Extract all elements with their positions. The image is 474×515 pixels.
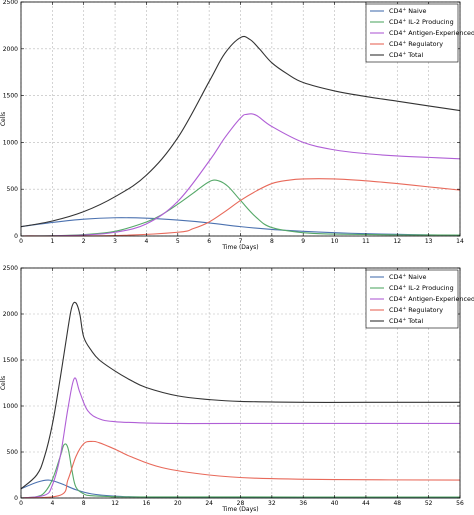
- chart-top-xtick-label-10: 10: [331, 238, 339, 245]
- chart-top-xtick-label-1: 1: [50, 238, 54, 245]
- chart-bottom-legend-label-2: CD4+ Antigen-Experienced: [389, 295, 474, 304]
- chart-bottom-xtick-label-5: 20: [174, 500, 182, 507]
- chart-bottom-series-line-2: [20, 377, 460, 499]
- chart-top-xtick-label-14: 14: [456, 238, 464, 245]
- chart-top-ytick-label-5: 2500: [3, 0, 18, 6]
- chart-bottom-ytick-label-0: 0: [14, 495, 18, 502]
- chart-bottom-xtick-label-11: 44: [362, 500, 370, 507]
- chart-top-legend: CD4+ Naive CD4+ IL-2 Producing CD4+ Antige…: [365, 3, 474, 63]
- chart-panel-bottom: 0 4 8 12 16 20 24 28 32 36 40 44 48 52 56 0 500 1000 1500 2…: [0, 260, 474, 515]
- chart-bottom-xtick-label-8: 32: [268, 500, 276, 507]
- chart-bottom-ytick-label-2: 1000: [3, 403, 18, 410]
- chart-top-legend-label-0: CD4+ Naive: [389, 7, 427, 16]
- chart-top-xaxis-title: Time (Days): [221, 244, 258, 251]
- chart-top-legend-label-3: CD4+ Regulatory: [389, 40, 443, 49]
- chart-top-ytick-label-1: 500: [7, 186, 19, 193]
- chart-bottom-xtick-label-12: 48: [393, 500, 401, 507]
- chart-bottom-xtick-label-2: 8: [82, 500, 86, 507]
- chart-top-xtick-label-6: 6: [207, 238, 211, 245]
- chart-top-ytick-label-3: 1500: [3, 93, 18, 100]
- chart-top-svg: 0 1 2 3 4 5 6 7 8 9 10 11 12 13 1405001000150020002500…: [0, 0, 474, 251]
- chart-bottom-ytick-label-1: 500: [7, 449, 19, 456]
- chart-bottom-legend-label-1: CD4+ IL-2 Producing: [389, 284, 454, 293]
- chart-bottom-legend-label-3: CD4+ Regulatory: [389, 306, 443, 315]
- chart-bottom-ticks: 0 4 8 12 16 20 24 28 32 36 40 44 48 52 560500100015002…: [3, 265, 464, 507]
- chart-top-xtick-label-4: 4: [145, 238, 149, 245]
- chart-top-xtick-label-11: 11: [362, 238, 370, 245]
- chart-top-legend-label-4: CD4+ Total: [389, 51, 423, 60]
- chart-top-series-line-3: [20, 178, 461, 237]
- chart-bottom-xaxis-title: Time (Days): [221, 506, 258, 513]
- chart-bottom-xtick-label-9: 36: [299, 500, 307, 507]
- chart-top-xtick-label-12: 12: [393, 238, 401, 245]
- chart-bottom-ytick-label-3: 1500: [3, 357, 18, 364]
- chart-top-xtick-label-2: 2: [82, 238, 86, 245]
- chart-bottom-xtick-label-1: 4: [50, 500, 54, 507]
- chart-bottom-xtick-label-6: 24: [205, 500, 213, 507]
- chart-bottom-xtick-label-10: 40: [331, 500, 339, 507]
- chart-top-series-line-0: [20, 217, 461, 236]
- chart-top-xtick-label-3: 3: [113, 238, 117, 245]
- chart-bottom-svg: 0 4 8 12 16 20 24 28 32 36 40 44 48 52 560500100015002…: [0, 265, 474, 513]
- chart-top-legend-label-1: CD4+ IL-2 Producing: [389, 18, 454, 27]
- chart-bottom-series-line-4: [20, 301, 461, 490]
- chart-top-xtick-label-8: 8: [270, 238, 274, 245]
- chart-top-xtick-label-9: 9: [301, 238, 305, 245]
- chart-bottom-series-group: [20, 301, 461, 499]
- chart-bottom-legend-label-0: CD4+ Naive: [389, 273, 427, 282]
- chart-top-xtick-label-5: 5: [176, 238, 180, 245]
- chart-bottom-ytick-label-4: 2000: [3, 311, 18, 318]
- chart-top-ytick-label-4: 2000: [3, 46, 18, 53]
- chart-top-xtick-label-0: 0: [19, 238, 23, 245]
- chart-bottom-series-line-3: [20, 440, 461, 499]
- chart-bottom-legend-label-4: CD4+ Total: [389, 317, 423, 326]
- chart-top-ytick-label-2: 1000: [3, 139, 18, 146]
- chart-top-yaxis-title: Cells: [0, 112, 7, 126]
- chart-bottom-xtick-label-14: 56: [456, 500, 464, 507]
- chart-bottom-xtick-label-7: 28: [237, 500, 245, 507]
- chart-top-series-group: [20, 35, 461, 237]
- chart-top-legend-label-2: CD4+ Antigen-Experienced: [389, 29, 474, 38]
- chart-top-xtick-label-7: 7: [239, 238, 243, 245]
- chart-bottom-xtick-label-3: 12: [111, 500, 119, 507]
- chart-bottom-series-line-1: [20, 443, 461, 499]
- chart-top-series-line-1: [20, 179, 461, 237]
- chart-top-series-line-4: [20, 35, 461, 228]
- chart-top-xtick-label-13: 13: [425, 238, 433, 245]
- chart-top-series-line-2: [20, 113, 461, 237]
- chart-top-ytick-label-0: 0: [14, 233, 18, 240]
- chart-bottom-ytick-label-5: 2500: [3, 265, 18, 272]
- chart-bottom-xtick-label-13: 52: [425, 500, 433, 507]
- chart-bottom-legend: CD4+ Naive CD4+ IL-2 Producing CD4+ Antige…: [365, 269, 474, 329]
- chart-bottom-xtick-label-4: 16: [143, 500, 151, 507]
- chart-bottom-xtick-label-0: 0: [19, 500, 23, 507]
- chart-bottom-yaxis-title: Cells: [0, 376, 7, 390]
- chart-panel-top: 0 1 2 3 4 5 6 7 8 9 10 11 12 13 14 0 500 1000 1500 2000 2500…: [0, 0, 474, 255]
